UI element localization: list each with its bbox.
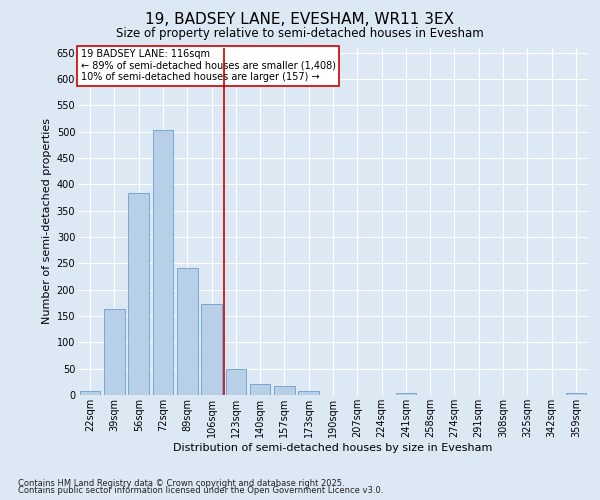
Bar	[395, 393, 416, 395]
Bar	[298, 391, 319, 395]
Bar	[250, 384, 271, 395]
Bar	[128, 194, 149, 395]
Text: Contains HM Land Registry data © Crown copyright and database right 2025.: Contains HM Land Registry data © Crown c…	[18, 478, 344, 488]
Bar	[177, 268, 197, 395]
Bar	[566, 394, 586, 395]
Text: Size of property relative to semi-detached houses in Evesham: Size of property relative to semi-detach…	[116, 28, 484, 40]
Bar	[152, 130, 173, 395]
Bar	[226, 368, 246, 395]
Text: 19 BADSEY LANE: 116sqm
← 89% of semi-detached houses are smaller (1,408)
10% of : 19 BADSEY LANE: 116sqm ← 89% of semi-det…	[80, 49, 335, 82]
Text: Contains public sector information licensed under the Open Government Licence v3: Contains public sector information licen…	[18, 486, 383, 495]
Bar	[274, 386, 295, 395]
Bar	[104, 309, 125, 395]
Bar	[201, 304, 222, 395]
X-axis label: Distribution of semi-detached houses by size in Evesham: Distribution of semi-detached houses by …	[173, 442, 493, 452]
Bar	[80, 391, 100, 395]
Y-axis label: Number of semi-detached properties: Number of semi-detached properties	[43, 118, 52, 324]
Text: 19, BADSEY LANE, EVESHAM, WR11 3EX: 19, BADSEY LANE, EVESHAM, WR11 3EX	[145, 12, 455, 28]
